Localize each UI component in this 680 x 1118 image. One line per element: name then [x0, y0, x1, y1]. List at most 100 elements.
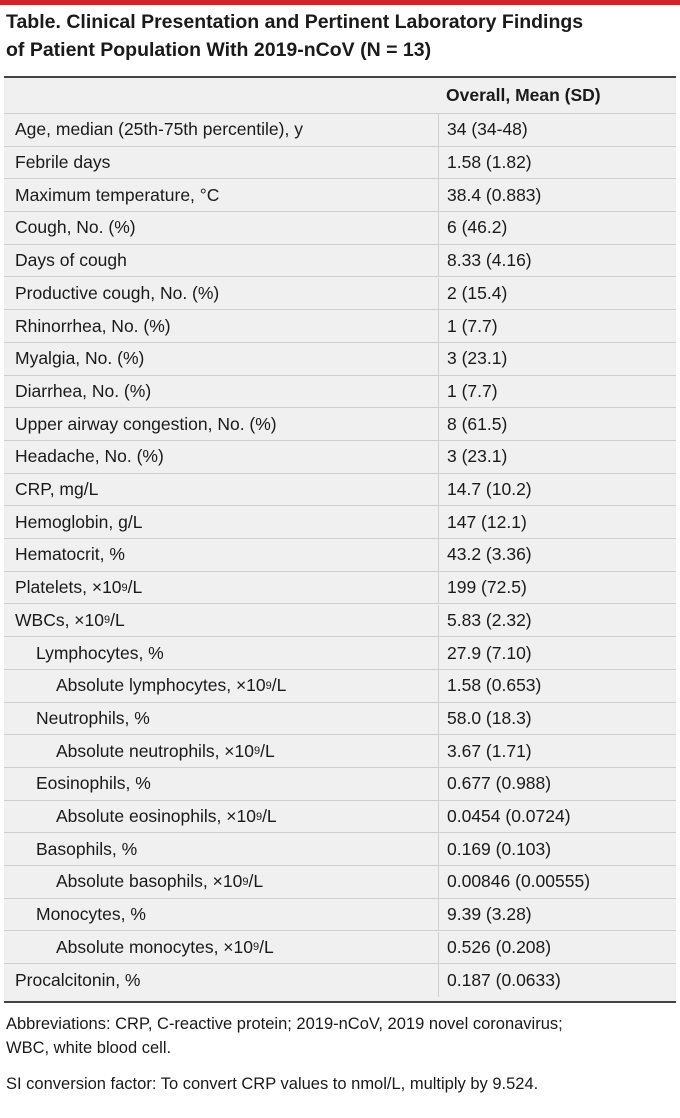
- row-value: 0.00846 (0.00555): [438, 866, 590, 898]
- row-label: Rhinorrhea, No. (%): [15, 310, 171, 342]
- title-line-2: of Patient Population With 2019-nCoV (N …: [6, 39, 432, 61]
- row-value: 9.39 (3.28): [438, 898, 532, 931]
- row-value: 3 (23.1): [438, 441, 507, 473]
- row-value: 14.7 (10.2): [438, 473, 532, 506]
- table-row: Eosinophils, % 0.677 (0.988): [4, 768, 676, 801]
- row-label-text: Maximum temperature, °C: [15, 184, 220, 205]
- table-row: Myalgia, No. (%) 3 (23.1): [4, 342, 676, 376]
- row-value: 0.169 (0.103): [438, 833, 551, 866]
- row-value: 1 (7.7): [438, 375, 498, 408]
- row-label: Platelets, ×10 9/L: [15, 577, 143, 598]
- table-row: Diarrhea, No. (%) 1 (7.7): [4, 375, 676, 409]
- row-value: 1.58 (0.653): [438, 669, 541, 702]
- row-label: Age, median (25th-75th percentile), y: [15, 114, 303, 146]
- row-label: Absolute monocytes, ×10 9/L: [56, 936, 274, 957]
- row-label-suffix: /L: [110, 609, 125, 630]
- table-row: Productive cough, No. (%) 2 (15.4): [4, 277, 676, 311]
- table-row: Hematocrit, % 43.2 (3.36): [4, 539, 676, 572]
- table-row: Lymphocytes, % 27.9 (7.10): [4, 637, 676, 670]
- row-value: 0.677 (0.988): [438, 768, 551, 800]
- row-label-text: Platelets, ×10: [15, 577, 122, 598]
- row-value: 147 (12.1): [438, 506, 527, 539]
- table-row: Neutrophils, % 58.0 (18.3): [4, 702, 676, 736]
- row-label-suffix: /L: [127, 577, 143, 598]
- row-label-suffix: /L: [262, 806, 277, 827]
- row-label-suffix: /L: [260, 740, 275, 761]
- row-label-text: Eosinophils, %: [36, 773, 151, 794]
- table-row: Maximum temperature, °C 38.4 (0.883): [4, 179, 676, 213]
- footnote-si: SI conversion factor: To convert CRP val…: [6, 1075, 539, 1093]
- row-label: Days of cough: [15, 245, 127, 277]
- table-row: WBCs, ×10 9/L 5.83 (2.32): [4, 604, 676, 638]
- row-label-text: Diarrhea, No. (%): [15, 380, 152, 401]
- table-row: Headache, No. (%) 3 (23.1): [4, 441, 676, 474]
- row-value: 199 (72.5): [438, 571, 527, 604]
- row-value: 8.33 (4.16): [438, 244, 532, 277]
- row-label-text: Cough, No. (%): [15, 217, 136, 238]
- table-row: Febrile days 1.58 (1.82): [4, 146, 676, 180]
- row-label-text: WBCs, ×10: [15, 609, 104, 630]
- table-row: CRP, mg/L 14.7 (10.2): [4, 473, 676, 507]
- row-value: 0.526 (0.208): [438, 931, 551, 964]
- table-title: Table. Clinical Presentation and Pertine…: [6, 8, 666, 64]
- row-label: Productive cough, No. (%): [15, 278, 219, 310]
- row-label-text: Headache, No. (%): [15, 446, 164, 467]
- row-label-text: Absolute monocytes, ×10: [56, 936, 253, 957]
- row-label: WBCs, ×10 9/L: [15, 609, 125, 630]
- row-value: 5.83 (2.32): [438, 604, 532, 637]
- row-label-suffix: /L: [271, 675, 287, 696]
- row-label: Absolute basophils, ×10 9/L: [56, 871, 264, 892]
- footnote-abbreviations: Abbreviations: CRP, C-reactive protein; …: [6, 1012, 674, 1060]
- top-accent-bar: [0, 0, 680, 5]
- row-value: 43.2 (3.36): [438, 539, 532, 571]
- column-header: Overall, Mean (SD): [446, 85, 601, 105]
- row-label-text: Basophils, %: [36, 838, 138, 859]
- row-label: Procalcitonin, %: [15, 964, 140, 997]
- row-label-text: Productive cough, No. (%): [15, 282, 220, 303]
- row-label-text: Neutrophils, %: [36, 707, 150, 728]
- row-label-text: Upper airway congestion, No. (%): [15, 413, 277, 434]
- row-label: CRP, mg/L: [15, 474, 98, 506]
- data-table: Overall, Mean (SD) Age, median (25th-75t…: [4, 76, 676, 1003]
- table-row: Absolute lymphocytes, ×10 9/L 1.58 (0.653): [4, 669, 676, 703]
- table-row: Platelets, ×10 9/L 199 (72.5): [4, 571, 676, 605]
- row-label-text: Rhinorrhea, No. (%): [15, 315, 171, 336]
- row-label-text: Absolute neutrophils, ×10: [56, 740, 254, 761]
- row-label: Absolute neutrophils, ×10 9/L: [56, 740, 275, 761]
- table-row: Cough, No. (%) 6 (46.2): [4, 212, 676, 245]
- table-row: Basophils, % 0.169 (0.103): [4, 833, 676, 867]
- table-row: Procalcitonin, % 0.187 (0.0633): [4, 964, 676, 997]
- row-value: 38.4 (0.883): [438, 179, 541, 212]
- row-label: Absolute lymphocytes, ×10 9/L: [56, 675, 287, 696]
- row-label: Upper airway congestion, No. (%): [15, 408, 277, 440]
- row-label-suffix: /L: [259, 936, 274, 957]
- row-label-text: Age, median (25th-75th percentile), y: [15, 119, 303, 140]
- row-value: 6 (46.2): [438, 212, 507, 244]
- row-label-text: Myalgia, No. (%): [15, 348, 145, 369]
- row-value: 0.0454 (0.0724): [438, 800, 571, 833]
- table-row: Upper airway congestion, No. (%) 8 (61.5): [4, 408, 676, 441]
- row-label-text: Hematocrit, %: [15, 544, 125, 565]
- row-label: Eosinophils, %: [36, 768, 151, 800]
- row-label-text: Days of cough: [15, 250, 127, 271]
- table-row: Absolute neutrophils, ×10 9/L 3.67 (1.71): [4, 735, 676, 768]
- row-label: Neutrophils, %: [36, 703, 150, 735]
- row-label: Maximum temperature, °C: [15, 179, 219, 211]
- row-label-suffix: /L: [248, 871, 264, 892]
- title-line-1: Table. Clinical Presentation and Pertine…: [6, 11, 584, 33]
- row-label-text: Absolute basophils, ×10: [56, 871, 243, 892]
- row-label: Myalgia, No. (%): [15, 343, 144, 375]
- row-value: 8 (61.5): [438, 408, 507, 440]
- row-value: 1.58 (1.82): [438, 146, 532, 179]
- footnote-abbrev-line-1: Abbreviations: CRP, C-reactive protein; …: [6, 1015, 563, 1033]
- row-label-text: Absolute eosinophils, ×10: [56, 806, 256, 827]
- table-row: Hemoglobin, g/L 147 (12.1): [4, 506, 676, 540]
- row-label: Absolute eosinophils, ×10 9/L: [56, 806, 277, 827]
- row-value: 34 (34-48): [438, 114, 528, 146]
- row-label: Basophils, %: [36, 833, 137, 865]
- row-value: 27.9 (7.10): [438, 637, 532, 669]
- table-header-row: Overall, Mean (SD): [4, 78, 676, 114]
- row-label: Hemoglobin, g/L: [15, 506, 142, 538]
- row-value: 2 (15.4): [438, 277, 507, 310]
